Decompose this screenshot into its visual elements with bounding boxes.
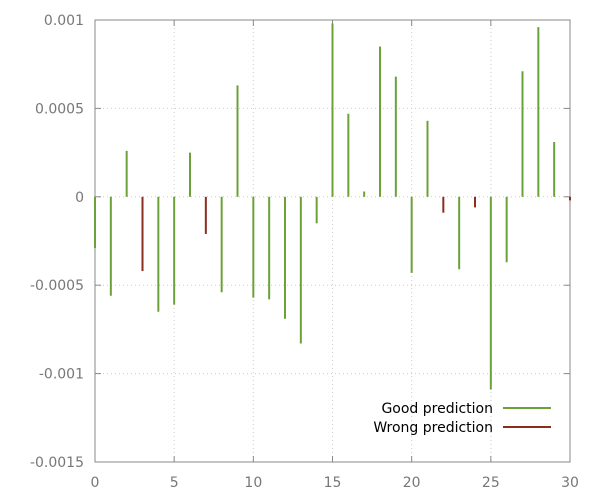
x-tick-label: 25	[482, 475, 500, 491]
legend: Good prediction Wrong prediction	[373, 401, 551, 436]
y-tick-label: 0.0005	[35, 101, 84, 117]
x-tick-label: 10	[244, 475, 262, 491]
y-tick-label: -0.0015	[30, 455, 84, 471]
x-tick-label: 5	[170, 475, 179, 491]
legend-label: Wrong prediction	[373, 420, 493, 436]
y-tick-label: 0.001	[44, 13, 84, 29]
x-tick-label: 20	[403, 475, 421, 491]
y-tick-label: -0.001	[39, 367, 84, 383]
y-tick-label: 0	[75, 190, 84, 206]
legend-label: Good prediction	[381, 401, 493, 417]
x-tick-label: 15	[324, 475, 342, 491]
bars	[94, 23, 571, 390]
x-axis: 0 5 10 15 20 25 30	[91, 20, 579, 491]
y-tick-label: -0.0005	[30, 278, 84, 294]
x-tick-label: 30	[561, 475, 579, 491]
y-axis: 0.001 0.0005 0 -0.0005 -0.001 -0.0015	[30, 13, 570, 471]
x-tick-label: 0	[91, 475, 100, 491]
